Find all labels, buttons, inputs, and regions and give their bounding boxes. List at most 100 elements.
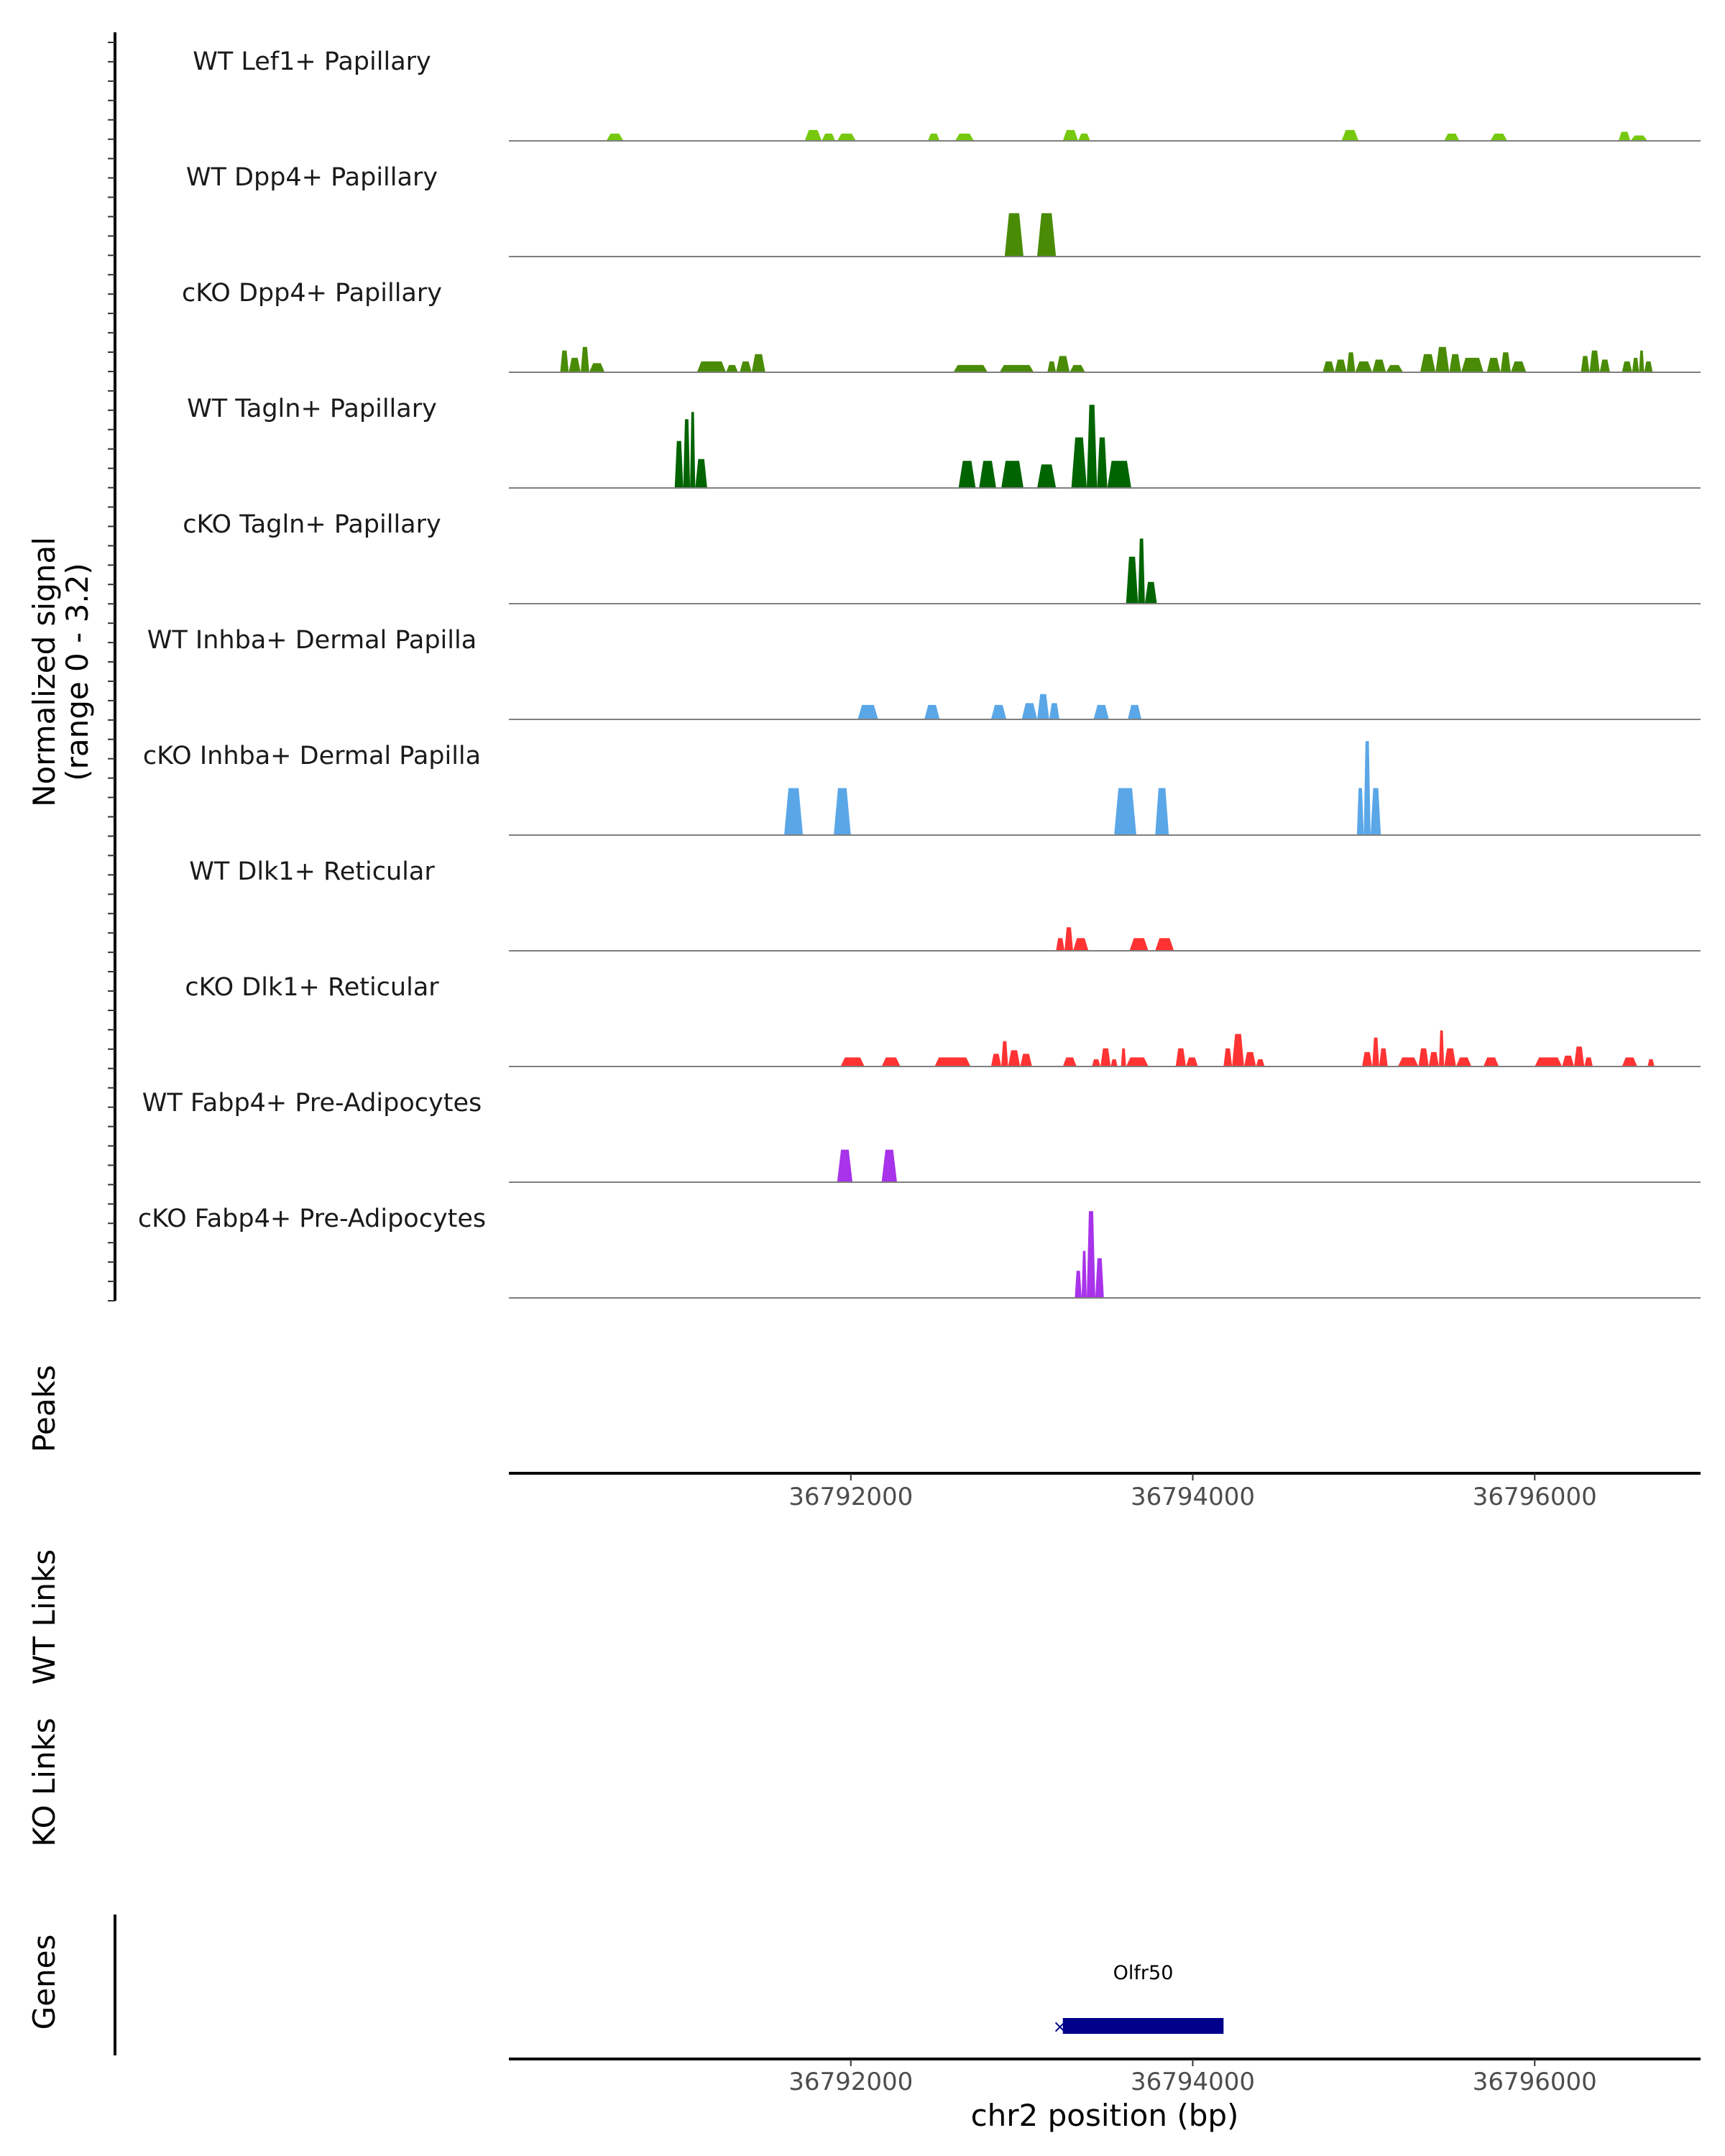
y-axis-range-label: (range 0 - 3.2)	[60, 563, 95, 781]
signal-peak	[674, 441, 684, 488]
signal-peak	[1037, 694, 1049, 719]
signal-peak	[1444, 1048, 1456, 1067]
signal-peak	[1056, 938, 1065, 951]
x-tick-label: 36792000	[788, 1483, 913, 1511]
signal-peak	[1087, 1211, 1095, 1298]
signal-peak	[953, 364, 988, 372]
signal-peak	[1256, 1059, 1265, 1067]
signal-peak	[934, 1057, 971, 1067]
signal-peak	[1379, 1048, 1388, 1067]
signal-peak	[1075, 1271, 1082, 1298]
strand-arrow	[1073, 2022, 1082, 2030]
signal-peak	[1064, 927, 1073, 951]
signal-peak	[1071, 437, 1087, 488]
signal-peak	[1087, 405, 1098, 488]
track-5: cKO Tagln+ Papillary	[183, 510, 1701, 604]
signal-peak	[1322, 361, 1335, 372]
x-tick-label: 36796000	[1473, 1483, 1597, 1511]
y-axis-title-line1: Normalized signal	[27, 537, 62, 807]
signal-peak	[751, 354, 765, 372]
signal-peak	[837, 1149, 853, 1182]
signal-peak	[1100, 1048, 1111, 1067]
track-label: WT Fabp4+ Pre-Adipocytes	[142, 1089, 482, 1118]
signal-peak	[1129, 938, 1149, 951]
signal-peak	[569, 357, 581, 372]
signal-peak	[1232, 1033, 1244, 1067]
signal-peak	[924, 704, 940, 719]
signal-peak	[1155, 788, 1169, 835]
signal-peak	[1486, 357, 1501, 372]
track-label: WT Inhba+ Dermal Papilla	[147, 626, 477, 655]
signal-peak	[1062, 1057, 1077, 1067]
track-2: WT Dpp4+ Papillary	[186, 163, 1701, 257]
signal-peak	[954, 133, 974, 141]
signal-peak	[822, 133, 836, 141]
signal-peak	[726, 364, 738, 372]
signal-peak	[1107, 461, 1131, 488]
track-1: WT Lef1+ Papillary	[193, 47, 1701, 142]
signal-peak	[690, 412, 696, 488]
signal-peak	[927, 133, 940, 141]
signal-peak	[1370, 788, 1381, 835]
strand-arrow: ×	[1053, 2017, 1067, 2037]
signal-peak	[1372, 1037, 1379, 1067]
signal-peak	[999, 364, 1034, 372]
signal-peak	[1363, 741, 1371, 835]
signal-peak	[1223, 1048, 1233, 1067]
side-panel-label: KO Links	[27, 1718, 62, 1847]
signal-peak	[1535, 1057, 1563, 1067]
signal-peak	[683, 419, 691, 488]
signal-peak	[1128, 704, 1142, 719]
signal-peak	[1121, 1048, 1126, 1067]
x-tick-label: 36794000	[1131, 2068, 1255, 2096]
signal-peak	[580, 346, 589, 372]
signal-peak	[1420, 354, 1436, 372]
signal-peak	[1618, 132, 1631, 141]
side-panel-label: Peaks	[27, 1365, 62, 1452]
signal-peak	[1008, 1050, 1021, 1067]
x-tick-label: 36796000	[1473, 2068, 1597, 2096]
signal-peak	[1001, 461, 1024, 488]
signal-peak	[695, 459, 707, 488]
signal-peak	[696, 361, 727, 372]
signal-peak	[834, 788, 851, 835]
signal-peak	[1398, 1057, 1419, 1067]
signal-peak	[990, 704, 1007, 719]
signal-peak	[857, 704, 878, 719]
y-axis-title: Normalized signal(range 0 - 3.2)	[27, 537, 95, 807]
signal-peak	[1021, 703, 1037, 719]
signal-peak	[1020, 1054, 1032, 1067]
x-tick-label: 36794000	[1131, 1483, 1255, 1511]
signal-peak	[1346, 352, 1356, 372]
signal-peak	[1175, 1048, 1186, 1067]
track-11: cKO Fabp4+ Pre-Adipocytes	[138, 1204, 1701, 1299]
signal-peak	[1037, 464, 1057, 488]
signal-peak	[881, 1149, 897, 1182]
signal-peak	[1073, 938, 1089, 951]
track-label: WT Dlk1+ Reticular	[189, 857, 435, 886]
signal-peak	[1500, 352, 1511, 372]
track-label: WT Tagln+ Papillary	[187, 395, 437, 423]
side-panel-label: WT Links	[27, 1549, 62, 1685]
signal-peak	[1093, 704, 1109, 719]
signal-peak	[1444, 133, 1460, 141]
signal-peak	[1081, 1250, 1087, 1298]
track-label: cKO Tagln+ Papillary	[183, 510, 441, 539]
track-8: WT Dlk1+ Reticular	[189, 857, 1701, 952]
signal-peak	[784, 788, 804, 835]
signal-peak	[1355, 361, 1373, 372]
signal-peak	[1097, 437, 1108, 488]
signal-peak	[1095, 1258, 1104, 1298]
signal-peak	[804, 129, 822, 141]
signal-peak	[1449, 354, 1461, 372]
side-panel-labels: Peaks WT Links KO Links Genes	[27, 1365, 62, 2030]
signal-peak	[1110, 1059, 1118, 1067]
signal-peak	[1630, 135, 1648, 141]
signal-peak	[1439, 1030, 1445, 1067]
strand-arrow	[1159, 2022, 1169, 2030]
signal-peak	[979, 461, 996, 488]
signal-peak	[958, 461, 976, 488]
coverage-panel: WT Lef1+ Papillary WT Dpp4+ Papillary cKO …	[138, 47, 1701, 1299]
x-axis-bottom: 36792000 36794000 36796000 chr2 position (b…	[509, 2058, 1701, 2133]
y-axis: Normalized signal(range 0 - 3.2)	[27, 32, 116, 1302]
